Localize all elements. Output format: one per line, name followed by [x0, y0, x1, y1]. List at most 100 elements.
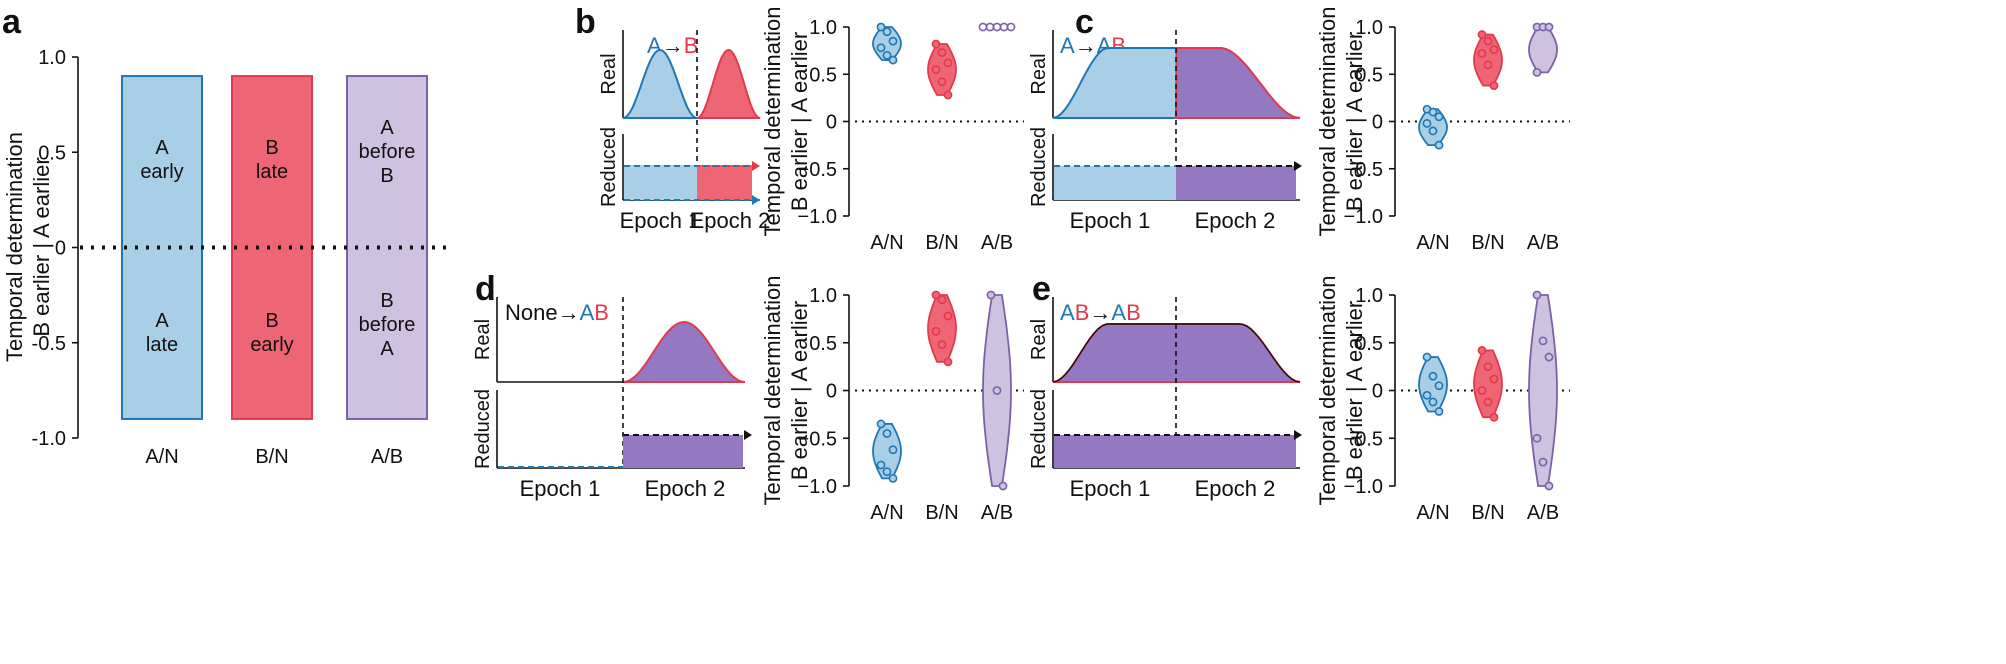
violin-ylabel-line2: B earlier | A earlier [1342, 32, 1367, 211]
violin-point [1422, 390, 1432, 400]
violin-point [876, 419, 886, 429]
violin-point [1428, 126, 1438, 136]
reduced-block-B [697, 165, 752, 200]
panel-title-part: B [594, 300, 609, 325]
bar-B-N [231, 75, 313, 420]
violin-point [943, 58, 953, 68]
violin-y-tick-label: 0 [1372, 112, 1383, 134]
epoch2-label: Epoch 2 [645, 476, 726, 501]
violin-point [876, 460, 886, 470]
violin-A-B [1528, 26, 1558, 74]
panel-title-part: A [1111, 300, 1126, 325]
violin-point [882, 27, 892, 37]
violin-point [1532, 290, 1542, 300]
violin-point [888, 36, 898, 46]
bar-lower-text: early [250, 334, 293, 356]
real-label: Real [598, 53, 620, 94]
y-tick-label: 0.5 [38, 142, 66, 164]
violin-ylabel-line1: Temporal determination [1315, 7, 1340, 237]
violin-point [999, 22, 1009, 32]
violin-point [943, 357, 953, 367]
violin-point [1428, 397, 1438, 407]
violin-point [937, 295, 947, 305]
panel-title-part: → [1075, 33, 1097, 58]
real-curve-AB [1174, 47, 1301, 119]
violin-point [888, 445, 898, 455]
violin-x-tick-label: A/B [981, 232, 1013, 254]
violin-x-tick-label: A/N [870, 502, 903, 524]
violin-B-N [927, 294, 957, 363]
violin-point [888, 473, 898, 483]
bar-upper-text: before [359, 141, 416, 163]
violin-point [1483, 60, 1493, 70]
violin-point [1428, 107, 1438, 117]
panel-title-part: → [662, 33, 684, 58]
violin-point [943, 311, 953, 321]
violin-y-tick-label: −0.5 [798, 159, 837, 181]
panel-title-part: → [558, 300, 580, 325]
violin-point [937, 340, 947, 350]
violin-point [1477, 30, 1487, 39]
bar-upper-text: A [155, 137, 169, 159]
real-curve-B [696, 48, 761, 119]
epoch1-label: Epoch 1 [1070, 208, 1151, 233]
violin-point [1428, 371, 1438, 381]
violin-y-tick-label: −0.5 [1344, 159, 1383, 181]
violin-point [888, 55, 898, 65]
violin-point [1483, 362, 1493, 372]
real-label: Real [472, 319, 494, 360]
violin-point [937, 48, 947, 57]
violin-x-tick-label: A/N [870, 232, 903, 254]
violin-point [1434, 112, 1444, 122]
bar-upper-text: late [256, 161, 288, 183]
violin-y-axis-label: Temporal determinationB earlier | A earl… [1315, 276, 1367, 506]
violin-x-tick-label: A/N [1416, 502, 1449, 524]
arrow-AB [1294, 430, 1302, 440]
violin-y-axis-label: Temporal determinationB earlier | A earl… [760, 276, 812, 506]
reduced-block-AB [623, 435, 743, 468]
violin-x-tick-label: B/N [1471, 232, 1504, 254]
panel-label-b: b [575, 3, 596, 41]
violin-point [1434, 407, 1444, 416]
violin-y-tick-label: 0.5 [809, 333, 837, 355]
violin-y-tick-label: 1.0 [809, 285, 837, 307]
violin-point [1544, 481, 1554, 491]
violin-ylabel-line1: Temporal determination [1315, 276, 1340, 506]
violin-point [1489, 412, 1499, 422]
violin-y-tick-label: 0.5 [1355, 333, 1383, 355]
violin-x-tick-label: B/N [925, 232, 958, 254]
violin-point [1483, 36, 1493, 46]
epoch1-label: Epoch 1 [1070, 476, 1151, 501]
violin-y-tick-label: 0 [1372, 381, 1383, 403]
reduced-block-A [1054, 166, 1176, 200]
violin-point [985, 22, 995, 32]
violin-point [1489, 374, 1499, 384]
epoch1-label: Epoch 1 [620, 208, 701, 233]
violin-point [876, 43, 886, 53]
y-axis-label-line2: B earlier | A earlier [29, 157, 54, 336]
panel-title-part: B [1126, 300, 1141, 325]
epoch2-label: Epoch 2 [690, 208, 771, 233]
violin-point [1477, 386, 1487, 395]
y-tick-label: 1.0 [38, 47, 66, 69]
panel-title-part: B [1075, 300, 1090, 325]
reduced-block-A [624, 165, 697, 200]
reduced-block-AB [1176, 166, 1296, 200]
violin-point [1422, 352, 1432, 362]
violin-point [992, 22, 1002, 32]
violin-point [1544, 352, 1554, 362]
y-tick-label: -0.5 [32, 333, 66, 355]
violin-y-tick-label: −0.5 [1344, 428, 1383, 450]
panel-title-d: None→AB [505, 300, 609, 325]
violin-point [1434, 140, 1444, 150]
violin-point [937, 77, 947, 87]
y-tick-label: 0 [55, 238, 66, 260]
panel-title-part: None [505, 300, 558, 325]
panel-label-d: d [475, 270, 496, 308]
violin-point [1434, 381, 1444, 391]
violin-point [943, 90, 953, 100]
x-tick-label: A/N [145, 446, 178, 468]
violin-point [931, 65, 941, 74]
bar-lower-text: before [359, 314, 416, 336]
bar-upper-text: A [380, 117, 394, 139]
